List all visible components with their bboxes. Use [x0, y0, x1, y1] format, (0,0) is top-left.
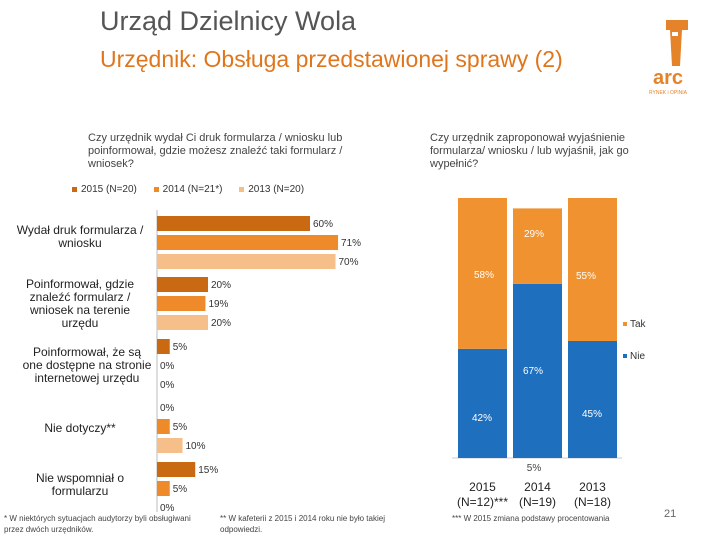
arc-logo: arc RYNEK i OPINIA — [649, 20, 688, 96]
tak-label-2: 29% — [524, 229, 544, 240]
bar-label-3-1: 5% — [173, 342, 188, 353]
category-label-3: Poinformował, że są one dostępne na stro… — [22, 345, 152, 385]
tak-label-3: 55% — [576, 271, 596, 282]
bar-2-2 — [157, 296, 206, 311]
bar-1-2 — [157, 235, 339, 250]
bar-label-1-1: 60% — [313, 219, 333, 230]
column-category-3-line-1: 2013 — [579, 480, 606, 494]
bar-label-2-2: 19% — [208, 299, 228, 310]
bar-label-5-3: 0% — [160, 503, 175, 514]
bar-label-2-1: 20% — [211, 280, 231, 291]
legend-item-2013: 2013 (N=20) — [239, 184, 304, 195]
column-category-2-line-1: 2014 — [524, 480, 551, 494]
logo-tagline: RYNEK i OPINIA — [649, 90, 688, 96]
column-category-3-line-2: (N=18) — [574, 495, 611, 509]
bar-label-1-2: 71% — [341, 238, 361, 249]
bar-1-3 — [157, 254, 336, 269]
bar-2-3 — [157, 315, 208, 330]
lighthouse-icon — [666, 20, 688, 66]
column-category-1-line-2: (N=12)*** — [457, 495, 508, 509]
bar-1-1 — [157, 216, 310, 231]
bar-label-1-3: 70% — [339, 257, 359, 268]
bar-label-3-3: 0% — [160, 380, 175, 391]
nie-label-1: 42% — [472, 413, 492, 424]
bar-5-1 — [157, 462, 196, 477]
nie-label-3: 45% — [582, 409, 602, 420]
column-1-seg-2 — [458, 198, 507, 349]
column-2-seg-2 — [513, 208, 562, 284]
left-chart-question: Czy urzędnik wydał Ci druk formularza / … — [88, 132, 343, 170]
page-number: 21 — [664, 508, 677, 520]
column-3-seg-1 — [568, 341, 617, 458]
bar-label-5-1: 15% — [198, 465, 218, 476]
bar-label-2-3: 20% — [211, 318, 231, 329]
right-chart-question: Czy urzędnik zaproponował wyjaśnienie fo… — [430, 132, 629, 170]
category-label-4: Nie dotyczy** — [44, 421, 116, 435]
legend-item-2014: 2014 (N=21*) — [153, 184, 222, 195]
page-title: Urząd Dzielnicy Wola — [100, 6, 357, 36]
extra-label-2: 5% — [527, 463, 542, 474]
logo-text: arc — [653, 67, 683, 89]
footnote-3: *** W 2015 zmiana podstawy procentowania — [452, 514, 610, 523]
page-subtitle: Urzędnik: Obsługa przedstawionej sprawy … — [100, 46, 563, 72]
column-2-seg-1 — [513, 283, 562, 458]
column-3-seg-2 — [568, 198, 617, 341]
bar-label-5-2: 5% — [173, 484, 188, 495]
footnote-2: ** W kafeterii z 2015 i 2014 roku nie by… — [220, 514, 385, 534]
bar-3-1 — [157, 339, 170, 354]
bar-4-3 — [157, 438, 183, 453]
legend-tak-label: Tak — [630, 319, 647, 330]
legend-item-2015: 2015 (N=20) — [72, 184, 137, 195]
bar-5-2 — [157, 481, 170, 496]
tak-label-1: 58% — [474, 270, 494, 281]
category-label-5: Nie wspomniał o formularzu — [35, 471, 125, 498]
bar-4-2 — [157, 419, 170, 434]
left-chart-legend: 2015 (N=20) 2014 (N=21*) 2013 (N=20) — [72, 184, 318, 195]
legend-nie-swatch — [623, 354, 627, 358]
bar-label-4-2: 5% — [173, 422, 188, 433]
bar-label-3-2: 0% — [160, 361, 175, 372]
column-1-seg-1 — [458, 348, 507, 458]
column-category-2-line-2: (N=19) — [519, 495, 556, 509]
bar-label-4-1: 0% — [160, 403, 175, 414]
legend-nie-label: Nie — [630, 351, 645, 362]
footnote-1: * W niektórych sytuacjach audytorzy byli… — [4, 514, 191, 534]
column-category-1-line-1: 2015 — [469, 480, 496, 494]
category-label-2: Poinformował, gdzie znaleźć formularz / … — [25, 277, 135, 330]
bar-2-1 — [157, 277, 208, 292]
bar-label-4-3: 10% — [186, 441, 206, 452]
legend-tak-swatch — [623, 322, 627, 326]
category-label-1: Wydał druk formularza / wniosku — [16, 223, 144, 250]
nie-label-2: 67% — [523, 366, 543, 377]
